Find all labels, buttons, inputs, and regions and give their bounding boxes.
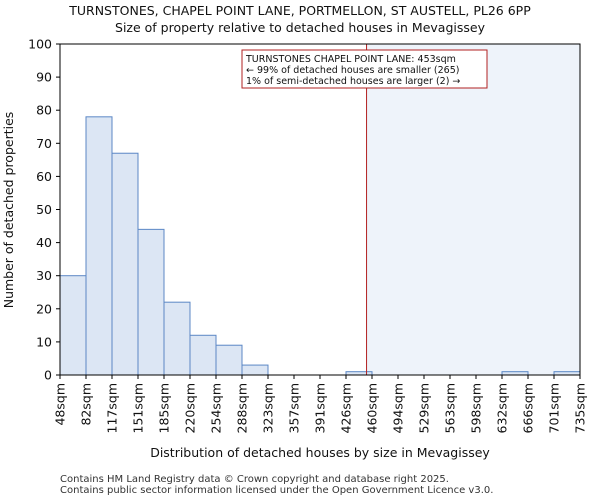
x-tick-label: 323sqm xyxy=(261,383,276,433)
x-tick-label: 48sqm xyxy=(53,383,68,426)
y-tick-label: 50 xyxy=(36,202,52,217)
annotation-box: TURNSTONES CHAPEL POINT LANE: 453sqm ← 9… xyxy=(241,49,488,89)
x-tick-label: 494sqm xyxy=(391,383,406,433)
chart-subtitle: Size of property relative to detached ho… xyxy=(115,20,486,35)
bar-0 xyxy=(59,275,87,376)
x-tick-label: 598sqm xyxy=(469,383,484,433)
bar-5 xyxy=(189,334,217,376)
x-tick-label: 254sqm xyxy=(209,383,224,433)
x-axis-label: Distribution of detached houses by size … xyxy=(150,445,490,460)
annotation-line-1: TURNSTONES CHAPEL POINT LANE: 453sqm xyxy=(245,54,456,65)
y-tick-label: 60 xyxy=(36,169,52,184)
bar-7 xyxy=(241,364,269,376)
x-tick-label: 529sqm xyxy=(417,383,432,433)
x-tick-label: 666sqm xyxy=(521,383,536,433)
y-tick-label: 90 xyxy=(36,70,52,85)
y-axis-label: Number of detached properties xyxy=(1,112,16,309)
bar-6 xyxy=(215,344,243,376)
y-tick-label: 80 xyxy=(36,103,52,118)
footer-line-1: Contains HM Land Registry data © Crown c… xyxy=(60,474,449,485)
x-tick-label: 563sqm xyxy=(443,383,458,433)
x-tick-label: 185sqm xyxy=(157,383,172,433)
x-tick-label: 701sqm xyxy=(547,383,562,433)
x-tick-label: 426sqm xyxy=(339,383,354,433)
x-tick-label: 632sqm xyxy=(495,383,510,433)
x-tick-label: 391sqm xyxy=(313,383,328,433)
x-tick-label: 460sqm xyxy=(365,383,380,433)
bar-1 xyxy=(85,116,113,376)
footer-line-2: Contains public sector information licen… xyxy=(60,485,494,496)
y-tick-label: 0 xyxy=(44,368,52,383)
x-tick-label: 82sqm xyxy=(79,383,94,426)
bar-3 xyxy=(137,228,165,376)
annotation-line-2: ← 99% of detached houses are smaller (26… xyxy=(246,65,459,76)
x-tick-label: 117sqm xyxy=(105,383,120,433)
x-tick-label: 288sqm xyxy=(235,383,250,433)
x-tick-label: 357sqm xyxy=(287,383,302,433)
x-tick-label: 735sqm xyxy=(573,383,588,433)
y-tick-label: 30 xyxy=(36,268,52,283)
y-tick-label: 70 xyxy=(36,136,52,151)
y-tick-label: 100 xyxy=(28,37,52,52)
bar-4 xyxy=(163,301,191,376)
x-tick-label: 151sqm xyxy=(131,383,146,433)
bar-2 xyxy=(111,152,139,376)
chart-title: TURNSTONES, CHAPEL POINT LANE, PORTMELLO… xyxy=(68,3,531,18)
highlight-region xyxy=(366,44,580,375)
y-tick-label: 10 xyxy=(36,334,52,349)
annotation-line-3: 1% of semi-detached houses are larger (2… xyxy=(246,76,460,87)
y-tick-label: 20 xyxy=(36,301,52,316)
y-tick-label: 40 xyxy=(36,235,52,250)
x-tick-label: 220sqm xyxy=(183,383,198,433)
